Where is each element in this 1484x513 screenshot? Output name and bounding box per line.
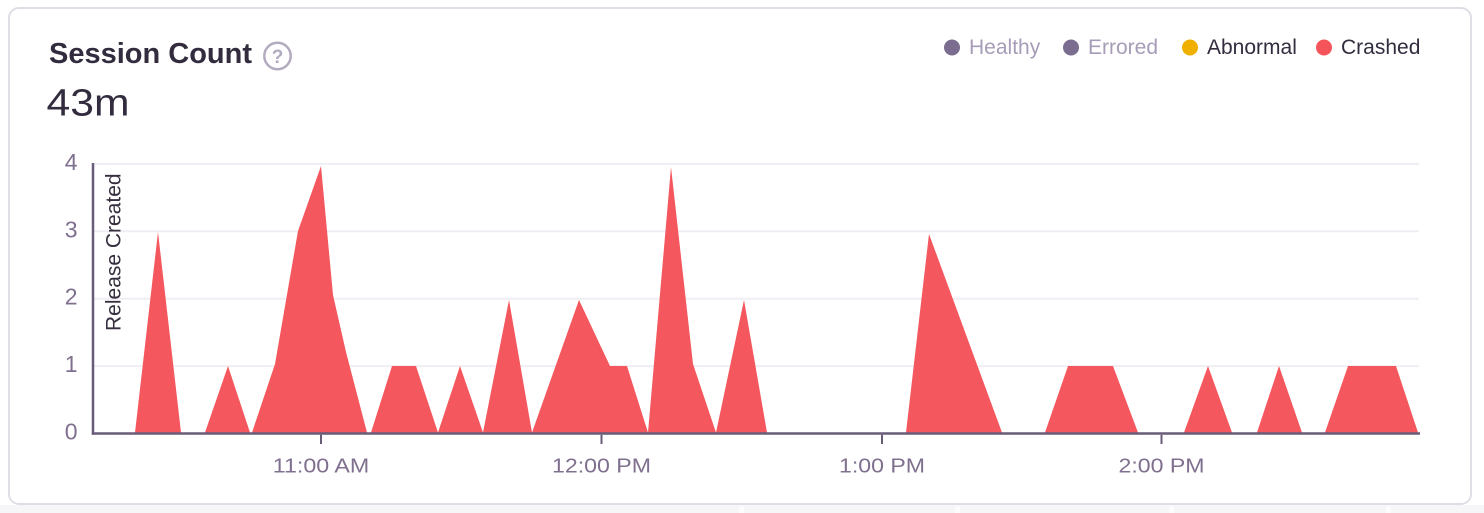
svg-text:Abnormal: Abnormal [1207,36,1297,59]
svg-text:2: 2 [65,284,78,310]
svg-text:4: 4 [65,149,78,175]
svg-text:12:00 PM: 12:00 PM [552,456,651,478]
svg-text:1:00 PM: 1:00 PM [839,456,925,478]
svg-text:43m: 43m [47,83,130,125]
svg-text:0: 0 [65,419,78,445]
svg-text:Healthy: Healthy [969,36,1041,59]
svg-text:Crashed: Crashed [1341,36,1420,59]
svg-text:?: ? [272,47,284,68]
svg-text:2:00 PM: 2:00 PM [1119,456,1205,478]
svg-text:11:00 AM: 11:00 AM [273,456,370,478]
svg-text:1: 1 [65,351,78,377]
svg-text:Session Count: Session Count [49,38,252,70]
svg-text:3: 3 [65,216,78,242]
svg-text:Release Created: Release Created [103,173,126,331]
svg-text:Errored: Errored [1088,36,1158,59]
